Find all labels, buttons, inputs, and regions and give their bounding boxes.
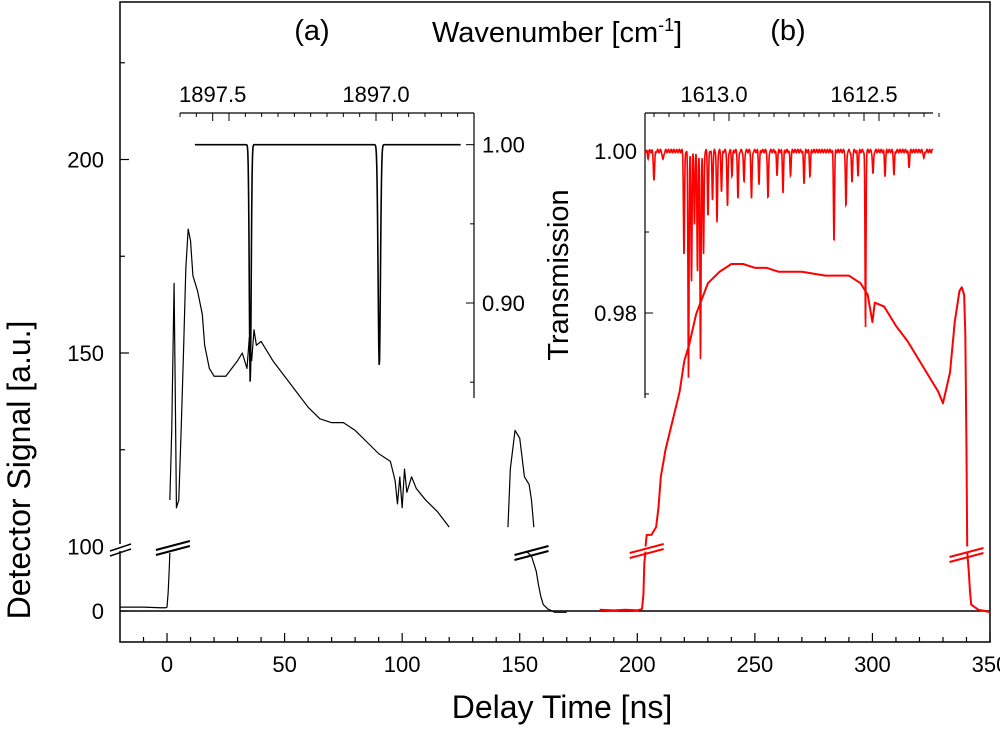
inset-b-y-tick-label: 0.98 bbox=[594, 301, 637, 326]
trace-break-a1 bbox=[156, 541, 190, 555]
figure: 0501001502002503003500100150200 1897.518… bbox=[0, 0, 1000, 729]
x-axis-label: Delay Time [ns] bbox=[452, 689, 673, 725]
y-axis-label: Detector Signal [a.u.] bbox=[1, 321, 37, 620]
x-tick-label: 350 bbox=[972, 652, 1000, 677]
series-a bbox=[120, 229, 567, 612]
trace-break-b1 bbox=[630, 544, 664, 558]
series-line bbox=[170, 229, 449, 527]
trace-break-line bbox=[514, 546, 548, 555]
trace-break-line bbox=[630, 544, 664, 553]
trace-break-line bbox=[156, 546, 190, 555]
x-tick-label: 0 bbox=[161, 652, 173, 677]
trace-break-line bbox=[514, 551, 548, 560]
trace-break-line bbox=[949, 548, 983, 557]
x-tick-label: 300 bbox=[854, 652, 891, 677]
x-tick-label: 100 bbox=[384, 652, 421, 677]
series-line bbox=[967, 552, 990, 613]
wavenumber-axis-label: Wavenumber [cm-1] bbox=[432, 15, 682, 49]
wavenumber-label-sup: -1 bbox=[658, 15, 674, 35]
y-tick-label: 100 bbox=[67, 535, 104, 560]
labels: Delay Time [ns] Detector Signal [a.u.] (… bbox=[1, 15, 806, 725]
inset-a-x-tick-label: 1897.5 bbox=[179, 82, 246, 107]
x-tick-label: 150 bbox=[501, 652, 538, 677]
series-line bbox=[120, 553, 170, 608]
series-b bbox=[600, 264, 990, 612]
series-line bbox=[508, 430, 534, 527]
y-tick-label: 200 bbox=[67, 148, 104, 173]
y-tick-label: 150 bbox=[67, 341, 104, 366]
inset-b-x-tick-label: 1612.5 bbox=[830, 82, 897, 107]
main-axes: 0 50 100 150 200 250 300 350 0 100 150 200 bbox=[67, 63, 1000, 677]
inset-b-y-tick-label: 1.00 bbox=[594, 139, 637, 164]
inset-b-transmission-line bbox=[645, 149, 933, 377]
inset-a-x-tick-label: 1897.0 bbox=[342, 82, 409, 107]
series-line bbox=[646, 264, 968, 547]
y-tick-label: 0 bbox=[92, 599, 104, 624]
x-tick-label: 200 bbox=[619, 652, 656, 677]
x-tick-label: 50 bbox=[272, 652, 296, 677]
inset-b-x-tick-label: 1613.0 bbox=[680, 82, 747, 107]
trace-break-line bbox=[630, 549, 664, 558]
inset-a-y-tick-label: 1.00 bbox=[482, 133, 525, 158]
trace-break-line bbox=[156, 541, 190, 550]
inset-b: 1613.0 1612.5 1.00 0.98 bbox=[594, 82, 939, 398]
wavenumber-label-close: ] bbox=[674, 17, 682, 49]
x-tick-label: 250 bbox=[737, 652, 774, 677]
panel-label-b: (b) bbox=[770, 15, 805, 47]
wavenumber-label-base: Wavenumber [cm bbox=[432, 17, 658, 49]
inset-a-transmission-line bbox=[195, 145, 461, 382]
transmission-axis-label: Transmission bbox=[543, 189, 575, 360]
inset-a-y-tick-label: 0.90 bbox=[482, 291, 525, 316]
series-line bbox=[600, 552, 646, 611]
panel-label-a: (a) bbox=[294, 15, 329, 47]
series-line bbox=[527, 552, 567, 613]
inset-a: 1897.5 1897.0 1.00 0.90 bbox=[179, 82, 525, 398]
